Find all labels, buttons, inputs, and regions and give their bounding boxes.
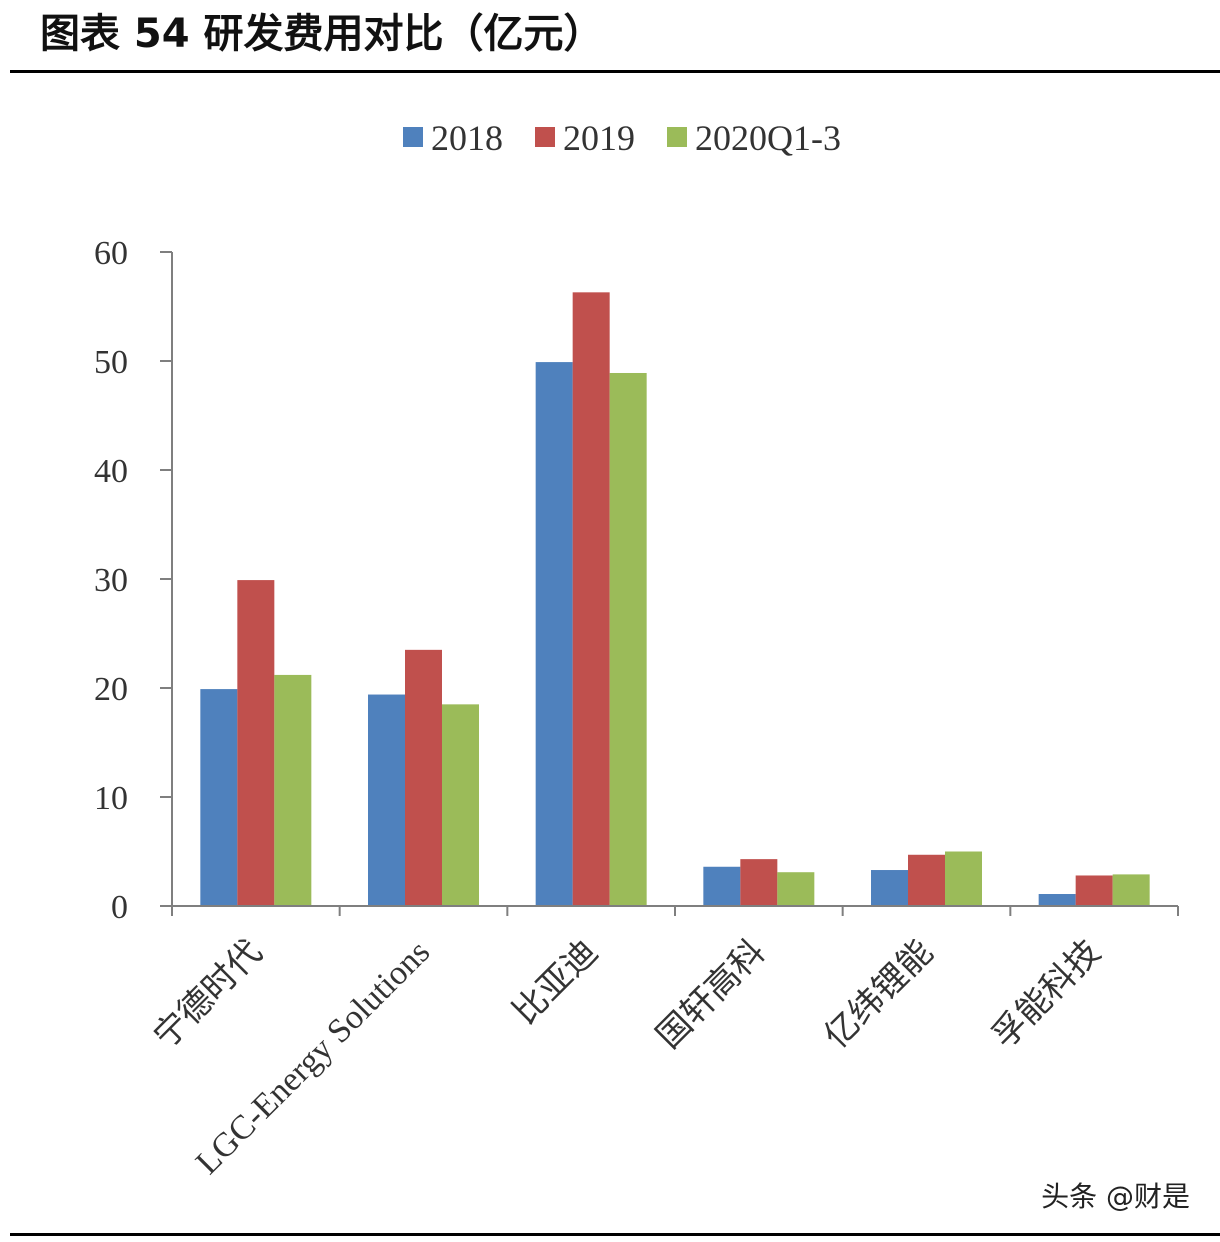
bar <box>1038 894 1076 906</box>
bar <box>1112 874 1150 906</box>
x-category-label: 比亚迪 <box>507 933 605 1031</box>
legend-swatch <box>535 127 555 147</box>
y-axis: 0 10 20 30 40 50 60 <box>94 235 173 926</box>
legend-label: 2019 <box>563 118 635 158</box>
bottom-rule <box>10 1233 1220 1236</box>
bar <box>237 580 275 906</box>
bar <box>535 362 573 907</box>
bar <box>1075 875 1113 906</box>
title-rule <box>10 70 1220 73</box>
bar <box>703 866 741 906</box>
x-category-label: 宁德时代 <box>146 933 269 1056</box>
bar <box>609 372 647 906</box>
x-category-label: 国轩高科 <box>649 933 772 1056</box>
legend-label: 2018 <box>431 118 503 158</box>
bar <box>740 859 778 906</box>
figure-title: 图表 54 研发费用对比（亿元） <box>40 11 604 57</box>
legend-swatch <box>667 127 687 147</box>
y-tick-label: 10 <box>94 780 128 817</box>
bar <box>871 870 908 906</box>
bar <box>572 292 610 907</box>
bar <box>945 851 982 906</box>
watermark: 头条 @财是 <box>1041 1180 1190 1213</box>
bar <box>200 689 238 906</box>
y-tick-label: 0 <box>111 889 128 926</box>
bar <box>442 704 479 906</box>
legend-label: 2020Q1-3 <box>695 118 841 158</box>
y-tick-label: 20 <box>94 671 128 708</box>
y-tick-label: 60 <box>94 235 128 272</box>
bar <box>274 674 312 906</box>
legend-swatch <box>403 127 423 147</box>
y-tick-label: 50 <box>94 344 128 381</box>
y-tick-label: 30 <box>94 562 128 599</box>
bar <box>405 649 442 906</box>
bar-series <box>200 292 1150 907</box>
y-tick-label: 40 <box>94 453 128 490</box>
x-category-label: 孚能科技 <box>985 933 1108 1056</box>
chart-legend: 2018 2019 2020Q1-3 <box>403 118 841 158</box>
bar <box>368 694 405 906</box>
bar <box>777 872 815 906</box>
bar <box>908 854 945 906</box>
x-category-label: 亿纬锂能 <box>817 933 940 1056</box>
